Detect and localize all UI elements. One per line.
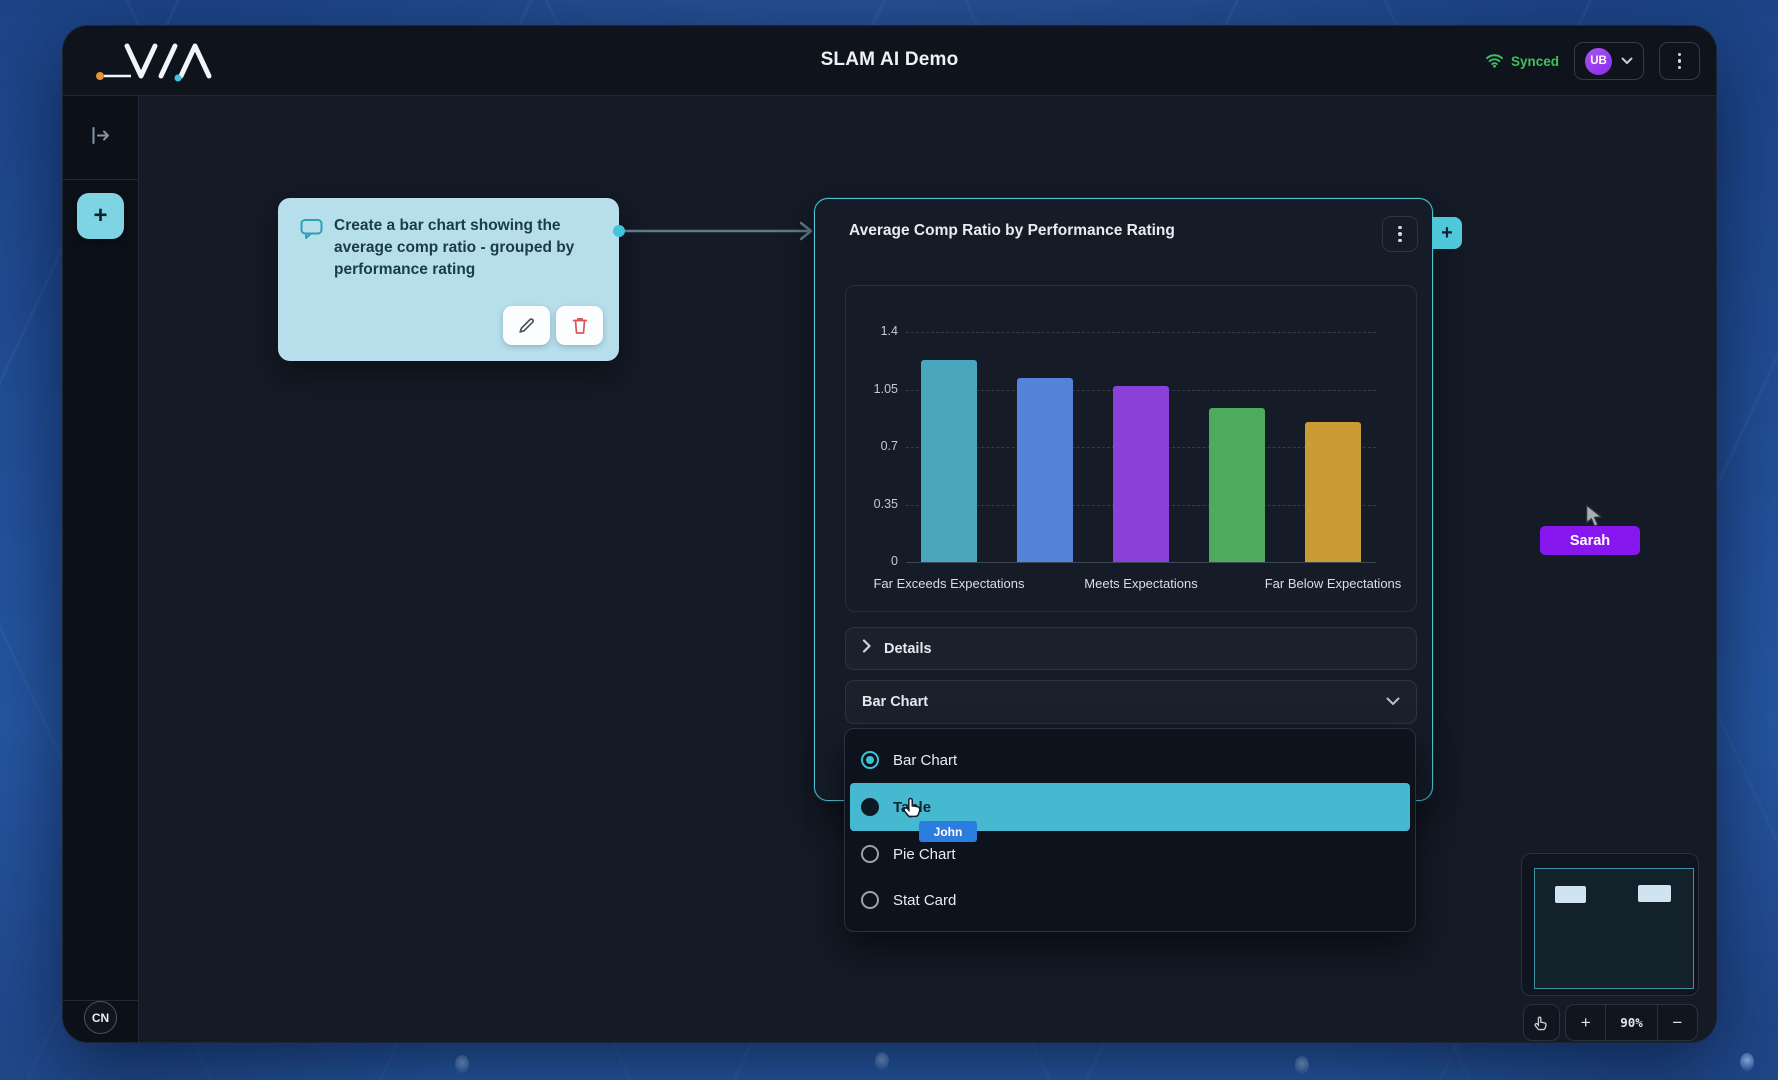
x-axis-tick-label: Meets Expectations bbox=[1084, 576, 1198, 591]
sidebar-collapse-button[interactable] bbox=[91, 126, 111, 150]
background-dot bbox=[1740, 1053, 1754, 1071]
bar bbox=[1113, 386, 1169, 562]
radio-icon[interactable] bbox=[861, 891, 879, 909]
edit-prompt-button[interactable] bbox=[503, 306, 550, 345]
option-label: Pie Chart bbox=[893, 845, 956, 863]
wifi-icon bbox=[1485, 52, 1504, 71]
chart-widget-card[interactable]: Average Comp Ratio by Performance Rating… bbox=[814, 198, 1462, 801]
bar bbox=[1209, 407, 1265, 562]
y-axis-tick-label: 1.05 bbox=[873, 381, 898, 396]
minimap-node bbox=[1638, 885, 1671, 902]
radio-icon[interactable] bbox=[861, 845, 879, 863]
y-axis-tick-label: 0 bbox=[891, 554, 898, 568]
page-title: SLAM AI Demo bbox=[820, 49, 959, 70]
left-sidebar: + CN bbox=[63, 96, 139, 1042]
zoom-level: 90% bbox=[1605, 1005, 1658, 1040]
details-expander[interactable]: Details bbox=[845, 627, 1417, 670]
option-label: Stat Card bbox=[893, 891, 957, 909]
john-hand-cursor bbox=[901, 794, 927, 825]
sync-status-label: Synced bbox=[1510, 53, 1559, 69]
x-axis-tick-label: Far Below Expectations bbox=[1264, 576, 1402, 591]
pan-tool-button[interactable] bbox=[1523, 1004, 1560, 1041]
kebab-menu-icon bbox=[1677, 52, 1682, 70]
chart-card-menu-button[interactable] bbox=[1382, 216, 1418, 252]
add-node-button[interactable]: + bbox=[77, 193, 124, 239]
hand-icon bbox=[1533, 1015, 1547, 1030]
option-stat-card[interactable]: Stat Card bbox=[845, 877, 1415, 923]
sidebar-divider bbox=[63, 179, 138, 180]
minimap-node bbox=[1555, 886, 1586, 903]
delete-prompt-button[interactable] bbox=[556, 306, 603, 345]
radio-selected-icon[interactable] bbox=[861, 751, 879, 769]
bar bbox=[921, 359, 977, 562]
sidebar-divider bbox=[63, 1000, 138, 1001]
logo-teal-dot bbox=[174, 74, 182, 82]
option-label: Bar Chart bbox=[893, 751, 958, 769]
radio-icon[interactable] bbox=[861, 798, 879, 816]
app-window: SLAM AI Demo Synced UB bbox=[62, 25, 1717, 1043]
kebab-menu-icon bbox=[1398, 225, 1402, 243]
option-pie-chart[interactable]: Pie Chart bbox=[845, 831, 1415, 877]
prompt-card[interactable]: Create a bar chart showing the average c… bbox=[278, 198, 619, 361]
user-menu[interactable]: UB bbox=[1574, 42, 1644, 80]
chart-card-title: Average Comp Ratio by Performance Rating bbox=[849, 222, 1175, 239]
chart-type-select[interactable]: Bar Chart bbox=[845, 680, 1417, 724]
sarah-cursor-label: Sarah bbox=[1540, 526, 1640, 555]
infinite-canvas[interactable]: Create a bar chart showing the average c… bbox=[139, 96, 1716, 1042]
bar bbox=[1305, 422, 1361, 562]
gridline bbox=[906, 332, 1376, 333]
zoom-controls: + 90% − bbox=[1565, 1004, 1698, 1041]
sarah-arrow-cursor bbox=[1583, 504, 1605, 533]
prompt-text: Create a bar chart showing the average c… bbox=[334, 217, 575, 278]
header-menu-button[interactable] bbox=[1659, 42, 1700, 80]
chart-type-select-value: Bar Chart bbox=[862, 694, 929, 710]
x-axis-tick-label: Far Exceeds Expectations bbox=[873, 576, 1025, 591]
background-dot bbox=[875, 1052, 889, 1070]
zoom-in-button[interactable]: + bbox=[1580, 1012, 1591, 1032]
app-header: SLAM AI Demo Synced UB bbox=[63, 26, 1716, 96]
chevron-right-icon bbox=[862, 639, 871, 658]
details-label: Details bbox=[884, 640, 932, 657]
y-axis-tick-label: 0.35 bbox=[873, 496, 898, 511]
minimap[interactable] bbox=[1521, 853, 1699, 996]
via-logo bbox=[93, 38, 233, 89]
chevron-down-icon bbox=[1386, 693, 1400, 711]
logo-orange-dot bbox=[96, 72, 104, 80]
trash-icon bbox=[572, 317, 587, 334]
pencil-icon bbox=[519, 318, 534, 333]
gridline bbox=[906, 562, 1376, 563]
minimap-viewport[interactable] bbox=[1534, 868, 1694, 989]
y-axis-tick-label: 1.4 bbox=[880, 324, 898, 338]
edge-connector bbox=[613, 221, 813, 241]
bar bbox=[1017, 378, 1073, 562]
sync-status: Synced bbox=[1485, 52, 1559, 71]
chart-card-add-button[interactable]: + bbox=[1432, 217, 1462, 249]
chevron-down-icon bbox=[1621, 52, 1633, 70]
chat-bubble-icon bbox=[300, 218, 323, 245]
john-cursor-label: John bbox=[919, 821, 977, 842]
collaborator-avatar[interactable]: CN bbox=[84, 1001, 117, 1034]
avatar: UB bbox=[1585, 47, 1612, 75]
bar-chart-panel: 0 0.35 0.7 1.05 1.4 Far Exceeds Expectations M… bbox=[845, 285, 1417, 612]
background-dot bbox=[455, 1055, 469, 1073]
y-axis-tick-label: 0.7 bbox=[880, 439, 898, 453]
zoom-out-button[interactable]: − bbox=[1672, 1012, 1683, 1032]
option-bar-chart[interactable]: Bar Chart bbox=[845, 737, 1415, 783]
header-right-cluster: Synced UB bbox=[1485, 42, 1700, 80]
bar-chart-plot: 0 0.35 0.7 1.05 1.4 Far Exceeds Expectations M… bbox=[873, 324, 1401, 591]
background-dot bbox=[1295, 1056, 1309, 1074]
